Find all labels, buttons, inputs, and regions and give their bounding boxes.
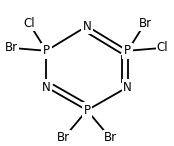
Text: Br: Br bbox=[57, 131, 70, 144]
Text: P: P bbox=[124, 44, 131, 57]
Text: Cl: Cl bbox=[23, 17, 35, 30]
Text: Cl: Cl bbox=[157, 41, 168, 54]
Text: Br: Br bbox=[139, 17, 152, 30]
Text: Br: Br bbox=[5, 41, 18, 54]
Text: P: P bbox=[84, 104, 90, 117]
Text: N: N bbox=[42, 81, 51, 94]
Text: Br: Br bbox=[104, 131, 117, 144]
Text: P: P bbox=[43, 44, 50, 57]
Text: N: N bbox=[83, 20, 91, 33]
Text: N: N bbox=[123, 81, 132, 94]
